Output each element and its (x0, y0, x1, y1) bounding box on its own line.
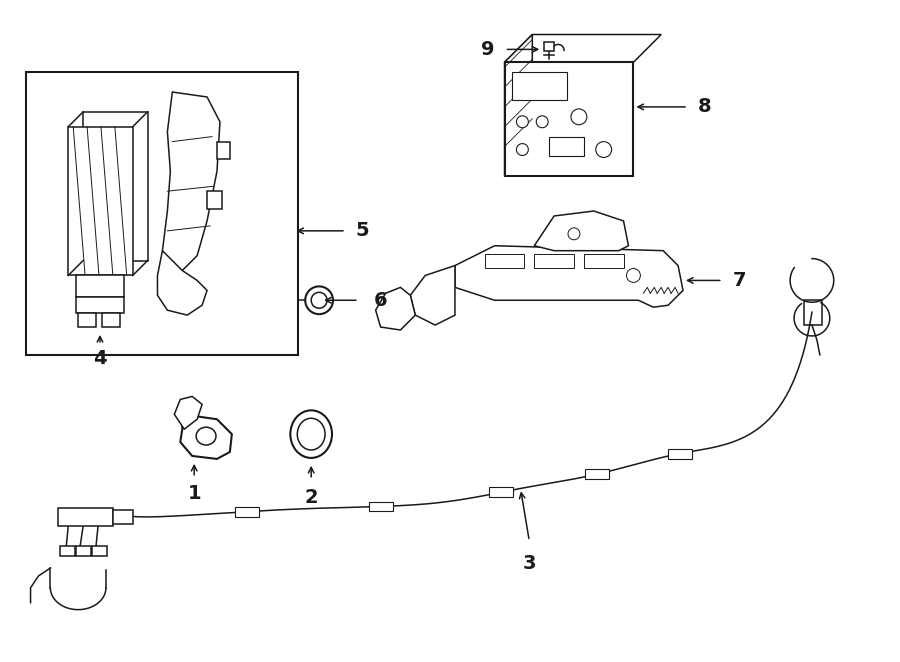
Bar (512, 72, 567, 100)
Polygon shape (207, 191, 222, 209)
Circle shape (571, 109, 587, 124)
Bar (102, 313, 120, 327)
Circle shape (311, 293, 327, 308)
Text: 6: 6 (374, 291, 387, 310)
Circle shape (626, 269, 641, 283)
Polygon shape (505, 34, 532, 176)
Polygon shape (83, 112, 148, 261)
Bar (235, 506, 259, 516)
Bar (489, 487, 513, 497)
Polygon shape (68, 126, 132, 275)
Bar (58, 508, 112, 526)
Polygon shape (217, 142, 230, 160)
Bar (369, 502, 392, 512)
Ellipse shape (196, 427, 216, 445)
Bar (505, 62, 634, 176)
Polygon shape (180, 414, 232, 459)
Text: 1: 1 (187, 484, 201, 502)
Circle shape (536, 116, 548, 128)
Polygon shape (455, 246, 683, 307)
Ellipse shape (297, 418, 325, 450)
Text: 2: 2 (304, 488, 318, 506)
Text: 3: 3 (523, 554, 536, 573)
Polygon shape (162, 92, 220, 271)
Polygon shape (505, 34, 662, 62)
Polygon shape (158, 251, 207, 315)
Polygon shape (175, 397, 202, 429)
Circle shape (568, 228, 580, 240)
Bar (112, 510, 132, 524)
Circle shape (517, 144, 528, 156)
Bar (76, 546, 91, 556)
Bar (60, 546, 76, 556)
Text: 8: 8 (698, 97, 712, 117)
Ellipse shape (291, 410, 332, 458)
Polygon shape (410, 265, 455, 325)
Bar (76, 275, 124, 297)
Bar (25, 72, 298, 355)
Bar (535, 254, 574, 267)
Text: 5: 5 (356, 221, 369, 240)
Bar (78, 313, 96, 327)
Bar (584, 254, 624, 267)
Text: 9: 9 (482, 40, 495, 59)
Circle shape (517, 116, 528, 128)
Bar (585, 469, 608, 479)
Bar (485, 254, 525, 267)
Polygon shape (535, 211, 628, 251)
Bar (76, 297, 124, 313)
Bar (92, 546, 107, 556)
Circle shape (596, 142, 612, 158)
Text: 7: 7 (733, 271, 746, 290)
Bar (544, 42, 554, 52)
Polygon shape (375, 287, 415, 330)
Bar (804, 301, 822, 325)
Text: 4: 4 (93, 349, 107, 368)
Circle shape (305, 287, 333, 314)
Bar (549, 136, 584, 156)
Bar (668, 449, 691, 459)
